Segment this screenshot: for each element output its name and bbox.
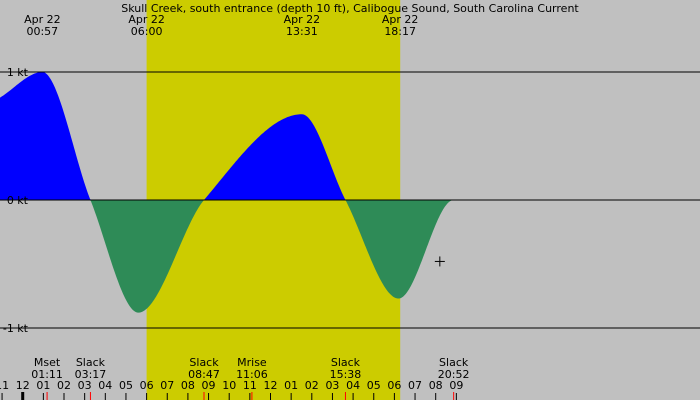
flood-current-area bbox=[0, 72, 700, 200]
hour-tick-label: 03 bbox=[78, 379, 92, 392]
y-tick-label: 0 kt bbox=[7, 194, 29, 207]
hour-tick-label: 01 bbox=[284, 379, 298, 392]
top-event-date: Apr 22 bbox=[284, 13, 321, 26]
bottom-event-name: Mset bbox=[34, 356, 61, 369]
bottom-event-name: Slack bbox=[331, 356, 361, 369]
hour-tick-label: 04 bbox=[98, 379, 112, 392]
y-tick-label: 1 kt bbox=[7, 66, 29, 79]
bottom-event-time: 08:47 bbox=[188, 368, 220, 381]
hour-tick-label: 05 bbox=[367, 379, 381, 392]
bottom-event-time: 20:52 bbox=[438, 368, 470, 381]
midnight-marker bbox=[21, 392, 25, 400]
top-event-time: 00:57 bbox=[26, 25, 58, 38]
hour-tick-label: 12 bbox=[16, 379, 30, 392]
hour-tick-label: 07 bbox=[160, 379, 174, 392]
y-axis-labels: 1 kt 0 kt -1 kt bbox=[3, 66, 29, 335]
hour-tick-label: 02 bbox=[57, 379, 71, 392]
top-event-date: Apr 22 bbox=[382, 13, 419, 26]
bottom-event-time: 11:06 bbox=[236, 368, 268, 381]
top-event-time: 13:31 bbox=[286, 25, 318, 38]
y-tick-label: -1 kt bbox=[3, 322, 29, 335]
chart-title: Skull Creek, south entrance (depth 10 ft… bbox=[121, 2, 579, 15]
bottom-event-name: Slack bbox=[439, 356, 469, 369]
bottom-event-name: Slack bbox=[189, 356, 219, 369]
hour-tick-label: 11 bbox=[0, 379, 9, 392]
hour-tick-label: 09 bbox=[449, 379, 463, 392]
bottom-event-labels: Mset01:11Slack03:17Slack08:47Mrise11:06S… bbox=[31, 356, 470, 400]
hour-tick-label: 11 bbox=[243, 379, 257, 392]
bottom-event-time: 01:11 bbox=[31, 368, 63, 381]
top-event-time: 18:17 bbox=[384, 25, 416, 38]
bottom-event-time: 03:17 bbox=[75, 368, 107, 381]
bottom-event-name: Slack bbox=[76, 356, 106, 369]
bottom-event-name: Mrise bbox=[237, 356, 267, 369]
hour-tick-label: 01 bbox=[36, 379, 50, 392]
hour-tick-label: 06 bbox=[387, 379, 401, 392]
top-event-date: Apr 22 bbox=[24, 13, 61, 26]
top-event-date: Apr 22 bbox=[128, 13, 165, 26]
hour-tick-label: 03 bbox=[325, 379, 339, 392]
hour-tick-label: 06 bbox=[140, 379, 154, 392]
hour-axis: 11 12 01 02 03 04 05 06 07 08 09 10 11 12 01 02 03 04 05 06… bbox=[0, 379, 463, 400]
hour-tick-label: 04 bbox=[346, 379, 360, 392]
hour-tick-label: 10 bbox=[222, 379, 236, 392]
hour-tick-label: 12 bbox=[264, 379, 278, 392]
hour-tick-label: 08 bbox=[429, 379, 443, 392]
bottom-event-time: 15:38 bbox=[330, 368, 362, 381]
top-event-time: 06:00 bbox=[131, 25, 163, 38]
hour-tick-label: 07 bbox=[408, 379, 422, 392]
hour-tick-label: 02 bbox=[305, 379, 319, 392]
ebb-current-area bbox=[0, 200, 700, 313]
hour-tick-label: 05 bbox=[119, 379, 133, 392]
current-time-marker bbox=[434, 256, 445, 267]
hour-tick-label: 08 bbox=[181, 379, 195, 392]
hour-tick-label: 09 bbox=[202, 379, 216, 392]
